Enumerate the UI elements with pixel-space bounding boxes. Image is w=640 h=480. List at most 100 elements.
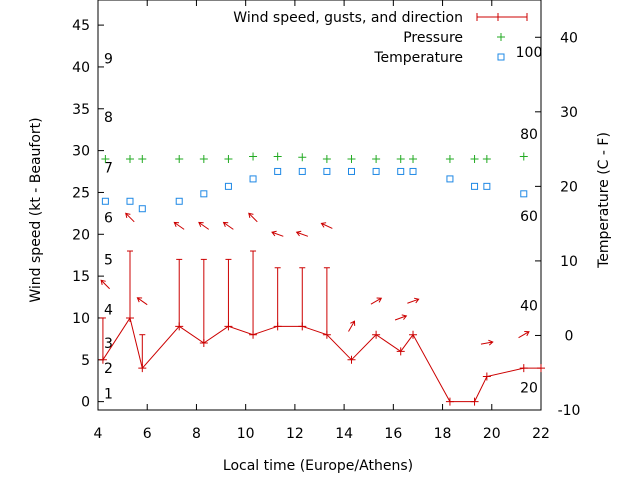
left-tick-label: 10 [72,311,90,327]
wind-speed-point [409,330,418,339]
wind-direction-arrow [125,212,135,223]
pressure-point [409,154,418,163]
temperature-point [138,205,146,213]
legend: Wind speed, gusts, and direction Pressure… [233,10,528,66]
temperature-point [520,190,528,198]
beaufort-label: 9 [104,52,113,68]
right-axis-label: Temperature (C - F) [596,132,612,269]
beaufort-labels: 1 2 3 4 5 6 7 8 9 [104,52,113,403]
fahrenheit-label: 80 [520,127,538,143]
pressure-point [199,154,208,163]
wind-speed-line [102,316,541,403]
wind-speed-point [470,397,479,406]
legend-label: Temperature [373,50,463,66]
x-axis-label: Local time (Europe/Athens) [223,458,413,474]
wind-speed-point [372,330,381,339]
left-axis-label: Wind speed (kt - Beaufort) [28,117,44,302]
temperature-point [446,175,454,183]
pressure-point [249,152,258,161]
temperature-point [101,197,109,205]
left-tick-label: 40 [72,60,90,76]
wind-direction-arrow [394,314,408,321]
x-tick-label: 18 [434,426,452,442]
wind-speed-point [482,372,491,381]
temperature-point [200,190,208,198]
temperature-point [409,167,417,175]
plot-frame [97,0,542,411]
wind-direction-arrow [248,212,258,223]
beaufort-label: 8 [104,110,113,126]
left-tick-label: 5 [81,353,90,369]
pressure-point [372,154,381,163]
left-tick-label: 15 [72,269,90,285]
wind-direction-arrows [100,212,530,346]
axis-ticks [97,0,542,411]
legend-swatch-wind [476,13,528,21]
wind-direction-arrow [370,297,383,305]
temperature-point [224,182,232,190]
temperature-point [249,175,257,183]
right-tick-label: 0 [565,328,574,344]
legend-label: Wind speed, gusts, and direction [233,10,463,26]
pressure-point [445,154,454,163]
legend-swatch-pressure [497,33,505,41]
wind-speed-point [347,355,356,364]
pressure-point [125,154,134,163]
pressure-point [138,154,147,163]
wind-direction-arrow [271,230,284,237]
wind-direction-arrow [173,221,185,230]
pressure-point [273,152,282,161]
temperature-point [397,167,405,175]
temperature-point [347,167,355,175]
left-tick-labels: 0 5 10 15 20 25 30 35 40 45 [72,18,90,411]
wind-direction-arrow [136,297,148,306]
left-tick-label: 45 [72,18,90,34]
beaufort-label: 2 [104,361,113,377]
beaufort-label: 3 [104,336,113,352]
fahrenheit-label: 20 [520,381,538,397]
fahrenheit-label: 60 [520,209,538,225]
beaufort-label: 5 [104,252,113,268]
pressure-point [470,154,479,163]
temperature-point [274,167,282,175]
pressure-point [224,154,233,163]
pressure-point [482,154,491,163]
pressure-point [175,154,184,163]
x-tick-label: 8 [192,426,201,442]
x-tick-label: 22 [532,426,550,442]
wind-direction-arrow [100,279,110,290]
pressure-series [101,152,528,163]
wind-direction-arrow [348,320,356,332]
fahrenheit-label: 40 [520,299,538,315]
temperature-point [471,182,479,190]
x-tick-label: 16 [384,426,402,442]
pressure-point [396,154,405,163]
left-tick-label: 25 [72,185,90,201]
wind-direction-arrow [222,221,234,230]
temperature-point [372,167,380,175]
x-tick-label: 10 [237,426,255,442]
left-tick-label: 20 [72,227,90,243]
temperature-point [323,167,331,175]
x-tick-label: 20 [483,426,501,442]
legend-swatch-temperature [497,53,505,61]
left-tick-label: 30 [72,144,90,160]
wind-direction-arrow [518,331,530,339]
fahrenheit-labels: 20 40 60 80 100 [516,45,543,396]
temperature-point [483,182,491,190]
x-tick-labels: 4 6 8 10 12 14 16 18 20 22 [94,426,550,442]
beaufort-label: 7 [104,160,113,176]
wind-series [98,250,545,406]
temperature-point [126,197,134,205]
wind-speed-point [519,364,528,373]
temperature-series [101,167,528,213]
temperature-point [175,197,183,205]
wind-speed-point [445,397,454,406]
right-tick-labels: -10 0 10 20 30 40 [558,30,581,419]
wind-direction-arrow [198,221,210,230]
x-tick-label: 4 [94,426,103,442]
right-tick-label: 30 [560,105,578,121]
right-tick-label: 10 [560,254,578,270]
x-tick-label: 12 [286,426,304,442]
pressure-point [101,154,110,163]
